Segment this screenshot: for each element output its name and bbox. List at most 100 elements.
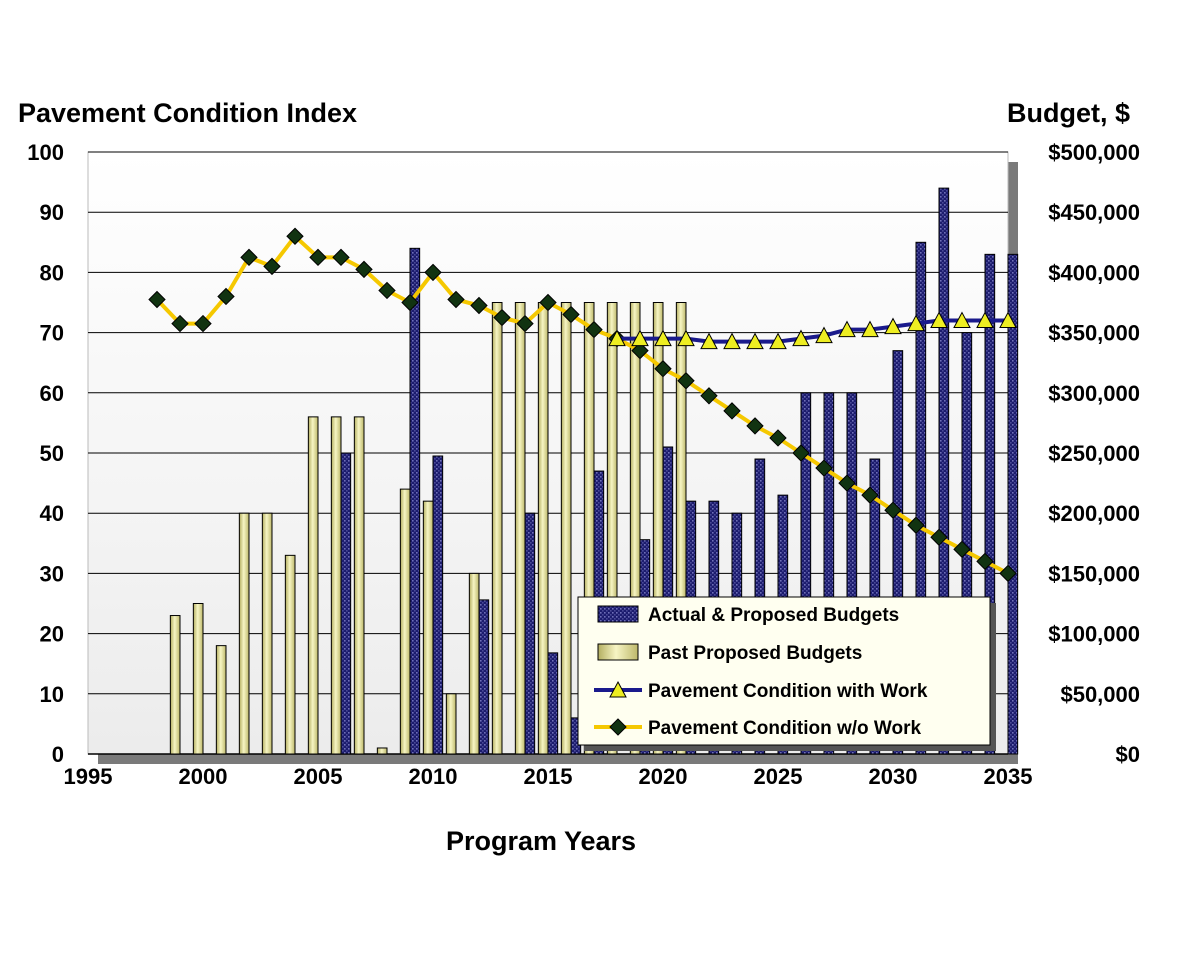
triangle-marker: [677, 329, 695, 347]
triangle-marker: [884, 317, 902, 335]
diamond-marker: [378, 281, 396, 300]
legend-swatch: [597, 643, 639, 661]
diamond-marker: [700, 387, 718, 405]
bar: [261, 512, 273, 755]
left-axis-title: Pavement Condition Index: [18, 98, 357, 128]
right-tick-label: $400,000: [1048, 260, 1140, 285]
bar: [432, 455, 444, 755]
lines-layer: [148, 227, 1017, 583]
right-tick-label: $0: [1116, 742, 1140, 767]
bar: [409, 247, 421, 755]
legend-label: Pavement Condition with Work: [648, 681, 928, 702]
diamond-marker: [792, 444, 810, 462]
left-tick-label: 0: [52, 742, 64, 767]
triangle-marker: [999, 311, 1017, 329]
legend-marker: [609, 718, 627, 736]
diamond-marker: [217, 287, 235, 306]
bar: [307, 416, 319, 755]
diamond-marker: [769, 429, 787, 447]
bar: [800, 392, 812, 755]
bar: [353, 416, 365, 755]
legend-box: [577, 596, 991, 746]
bar: [583, 302, 595, 755]
triangle-marker: [815, 326, 833, 344]
x-axis-ticks: 1995 2000 2005 2010 2015 2020 2025 2030 2035: [64, 764, 1033, 789]
x-tick-label: 1995: [64, 764, 113, 789]
left-tick-label: 10: [40, 682, 64, 707]
bar: [169, 615, 181, 755]
bar: [491, 302, 503, 755]
diamond-marker: [516, 314, 534, 333]
triangle-marker: [861, 320, 879, 338]
x-tick-label: 2005: [294, 764, 343, 789]
triangle-marker: [631, 329, 649, 347]
bar: [478, 599, 490, 755]
diamond-marker: [585, 320, 603, 339]
triangle-marker: [976, 311, 994, 329]
bar: [238, 512, 250, 755]
diamond-marker: [263, 257, 281, 276]
triangle-marker: [930, 311, 948, 329]
bar: [915, 241, 927, 755]
bar: [560, 302, 572, 755]
bar: [892, 350, 904, 755]
left-tick-label: 30: [40, 561, 64, 586]
bar: [846, 392, 858, 755]
bar: [629, 302, 641, 755]
diamond-marker: [539, 293, 557, 312]
bar: [547, 652, 559, 755]
diamond-marker: [861, 486, 879, 504]
diamond-marker: [930, 528, 948, 546]
bar: [422, 500, 434, 755]
diamond-marker: [470, 296, 488, 315]
x-tick-label: 2030: [869, 764, 918, 789]
bar: [215, 645, 227, 755]
left-tick-label: 90: [40, 200, 64, 225]
legend-marker: [609, 680, 627, 698]
bar: [284, 554, 296, 755]
right-tick-label: $300,000: [1048, 381, 1140, 406]
right-axis-ticks: $0 $50,000 $100,000 $150,000 $200,000 $250,00…: [1048, 140, 1140, 767]
triangle-marker: [746, 332, 764, 350]
right-tick-label: $250,000: [1048, 441, 1140, 466]
diamond-marker: [953, 540, 971, 559]
diamond-marker: [401, 293, 419, 312]
bar: [823, 392, 835, 755]
left-tick-label: 20: [40, 622, 64, 647]
x-tick-label: 2020: [639, 764, 688, 789]
diamond-marker: [723, 402, 741, 420]
diamond-marker: [171, 314, 189, 333]
x-tick-label: 2035: [984, 764, 1033, 789]
right-axis-title: Budget, $: [1007, 98, 1130, 128]
bar: [1007, 253, 1019, 755]
left-tick-label: 50: [40, 441, 64, 466]
x-axis-title: Program Years: [446, 826, 636, 856]
triangle-marker: [838, 320, 856, 338]
left-tick-label: 100: [27, 140, 64, 165]
diamond-marker: [884, 501, 902, 519]
bar: [514, 302, 526, 755]
left-axis-ticks: 0 10 20 30 40 50 60 70 80 90 100: [27, 140, 64, 767]
diamond-marker: [838, 474, 856, 492]
diamond-marker: [332, 248, 350, 267]
diamond-marker: [746, 417, 764, 435]
triangle-marker: [792, 329, 810, 347]
bar: [938, 187, 950, 755]
legend-label: Past Proposed Budgets: [648, 643, 862, 664]
diamond-marker: [148, 290, 166, 309]
diamond-marker: [677, 372, 695, 390]
bar: [524, 512, 536, 755]
diamond-marker: [424, 263, 442, 282]
bar: [468, 572, 480, 755]
legend-label: Actual & Proposed Budgets: [648, 605, 899, 626]
bar: [675, 302, 687, 755]
legend-items: Actual & Proposed Budgets Past Proposed B…: [594, 605, 928, 739]
diamond-marker: [654, 360, 672, 378]
triangle-marker: [700, 332, 718, 350]
diamond-marker: [493, 308, 511, 327]
bar: [445, 693, 457, 755]
triangle-marker: [953, 311, 971, 329]
legend: Actual & Proposed Budgets Past Proposed B…: [577, 596, 996, 751]
